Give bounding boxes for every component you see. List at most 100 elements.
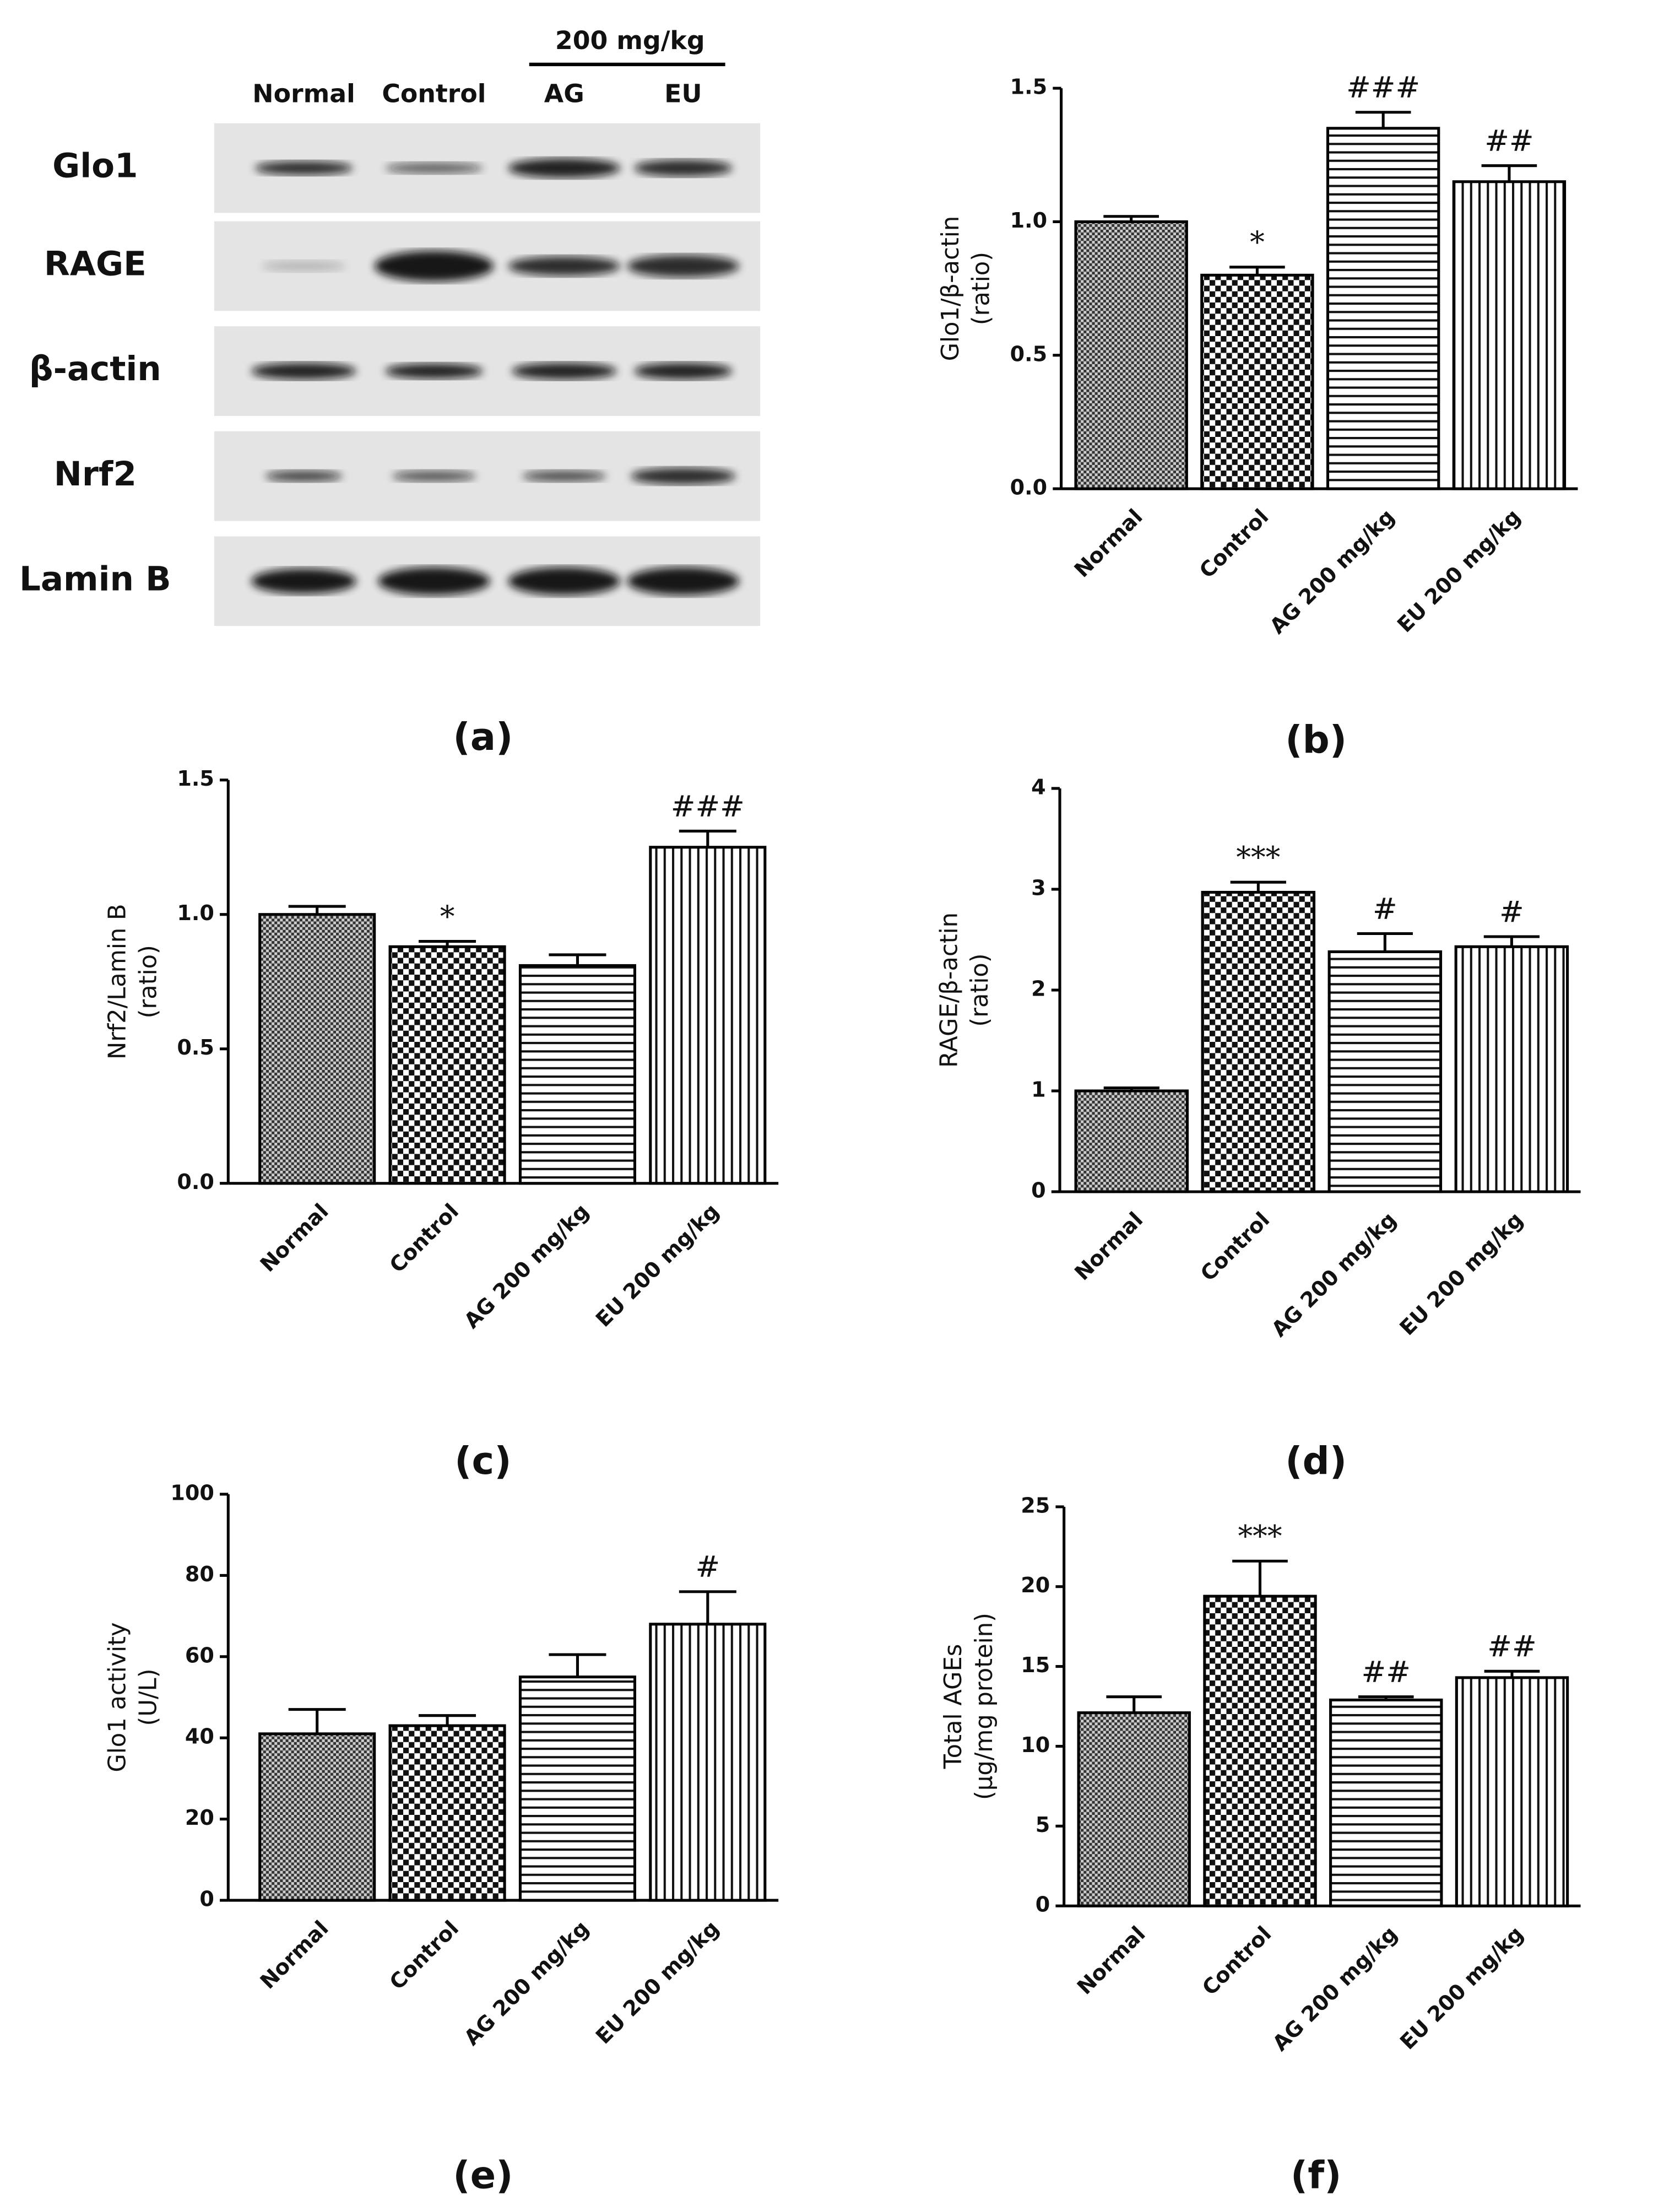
y-tick-label: 5 bbox=[1036, 1813, 1050, 1837]
error-bar bbox=[1483, 935, 1540, 947]
y-tick-label: 20 bbox=[1021, 1573, 1050, 1597]
panel-label: (a) bbox=[453, 715, 513, 759]
x-tick-label: AG 200 mg/kg bbox=[1267, 1207, 1401, 1342]
blot-band bbox=[522, 471, 606, 482]
bar bbox=[388, 1724, 506, 1902]
blot-band bbox=[508, 158, 620, 178]
y-tick-label: 80 bbox=[185, 1562, 214, 1586]
blot-band bbox=[374, 250, 494, 282]
blot-band bbox=[392, 471, 476, 482]
bar bbox=[258, 1732, 376, 1902]
lane-label: Control bbox=[382, 79, 486, 108]
x-tick-label: Control bbox=[385, 1916, 464, 1994]
error-bar bbox=[1103, 1086, 1159, 1091]
y-tick-label: 0 bbox=[1031, 1178, 1046, 1202]
significance: # bbox=[1373, 891, 1397, 926]
lane-label: Normal bbox=[252, 79, 355, 108]
x-tick-label: EU 200 mg/kg bbox=[1395, 1922, 1528, 2055]
error-bar bbox=[419, 1714, 476, 1726]
blot-band bbox=[508, 567, 620, 596]
blot-band bbox=[251, 363, 356, 380]
y-tick-label: 1.0 bbox=[177, 901, 214, 925]
bar bbox=[1074, 220, 1188, 490]
error-bar bbox=[288, 905, 346, 915]
blot-band bbox=[262, 260, 346, 272]
y-tick-label: 1.5 bbox=[177, 766, 214, 791]
blot-band bbox=[511, 363, 617, 380]
bar bbox=[258, 913, 376, 1185]
bar bbox=[518, 1675, 636, 1902]
x-tick-label: Control bbox=[1195, 504, 1273, 583]
error-bar bbox=[419, 939, 476, 947]
y-tick-label: 1.0 bbox=[1010, 208, 1048, 233]
blot-band bbox=[384, 363, 483, 379]
y-axis-label: Total AGEs bbox=[940, 1644, 967, 1770]
panel-label: (f) bbox=[1291, 2153, 1342, 2197]
y-tick-label: 3 bbox=[1031, 875, 1046, 900]
x-tick-label: Normal bbox=[1072, 1922, 1150, 1999]
significance: ## bbox=[1487, 1629, 1536, 1664]
error-bar bbox=[1355, 111, 1411, 128]
significance: * bbox=[1250, 225, 1265, 260]
blot-band bbox=[627, 567, 739, 596]
error-bar bbox=[1358, 1695, 1414, 1700]
y-tick-label: 0 bbox=[199, 1887, 214, 1911]
y-tick-label: 25 bbox=[1021, 1493, 1050, 1517]
y-tick-label: 4 bbox=[1031, 775, 1046, 799]
error-bar bbox=[679, 1590, 736, 1624]
blot-band bbox=[634, 159, 733, 177]
y-tick-label: 10 bbox=[1021, 1733, 1050, 1757]
bar bbox=[1074, 1089, 1189, 1193]
y-tick-label: 2 bbox=[1031, 976, 1046, 1001]
error-bar bbox=[549, 953, 606, 966]
y-tick-label: 0.0 bbox=[177, 1170, 214, 1194]
bar bbox=[518, 964, 636, 1185]
error-bar bbox=[1230, 880, 1286, 893]
y-axis-label: (ratio) bbox=[134, 945, 162, 1018]
error-bar bbox=[1229, 266, 1285, 275]
x-tick-label: EU 200 mg/kg bbox=[1392, 504, 1525, 637]
y-tick-label: 0.0 bbox=[1010, 475, 1048, 500]
x-tick-label: EU 200 mg/kg bbox=[591, 1916, 724, 2048]
x-tick-label: EU 200 mg/kg bbox=[1395, 1207, 1528, 1340]
y-tick-label: 1.5 bbox=[1010, 75, 1048, 99]
error-bar bbox=[679, 829, 736, 847]
blot-band bbox=[631, 467, 736, 485]
significance: ### bbox=[1346, 70, 1420, 105]
bar bbox=[388, 945, 506, 1185]
bar bbox=[1329, 1698, 1443, 1907]
row-label: RAGE bbox=[44, 245, 147, 284]
blot-band bbox=[384, 162, 483, 174]
error-bar bbox=[1232, 1559, 1288, 1597]
significance: *** bbox=[1238, 1519, 1282, 1554]
y-tick-label: 100 bbox=[170, 1480, 214, 1505]
blot-band bbox=[508, 256, 620, 276]
significance: ## bbox=[1362, 1655, 1411, 1689]
row-label: Lamin B bbox=[19, 559, 171, 598]
y-tick-label: 40 bbox=[185, 1725, 214, 1749]
bar bbox=[1077, 1711, 1191, 1907]
blot-band bbox=[254, 161, 353, 175]
significance: # bbox=[1499, 894, 1524, 929]
y-tick-label: 15 bbox=[1021, 1653, 1050, 1677]
x-tick-label: AG 200 mg/kg bbox=[1265, 504, 1400, 639]
error-bar bbox=[288, 1708, 346, 1734]
blot-band bbox=[251, 568, 356, 594]
x-tick-label: Normal bbox=[256, 1199, 333, 1277]
bar bbox=[1326, 127, 1440, 490]
bar bbox=[1203, 1594, 1317, 1907]
group-label: 200 mg/kg bbox=[555, 26, 705, 55]
x-tick-label: AG 200 mg/kg bbox=[459, 1199, 594, 1333]
error-bar bbox=[1484, 1669, 1540, 1678]
panel-label: (d) bbox=[1285, 1439, 1347, 1483]
blot-band bbox=[627, 255, 739, 278]
row-label: Nrf2 bbox=[54, 455, 137, 494]
row-label: β-actin bbox=[29, 349, 161, 388]
lane-label: EU bbox=[664, 79, 702, 108]
y-axis-label: Nrf2/Lamin B bbox=[104, 904, 132, 1060]
significance: * bbox=[440, 899, 455, 934]
blot-band bbox=[634, 363, 733, 380]
y-axis-label: Glo1 activity bbox=[104, 1622, 132, 1772]
x-tick-label: Normal bbox=[1070, 1207, 1147, 1285]
bar bbox=[649, 846, 767, 1185]
